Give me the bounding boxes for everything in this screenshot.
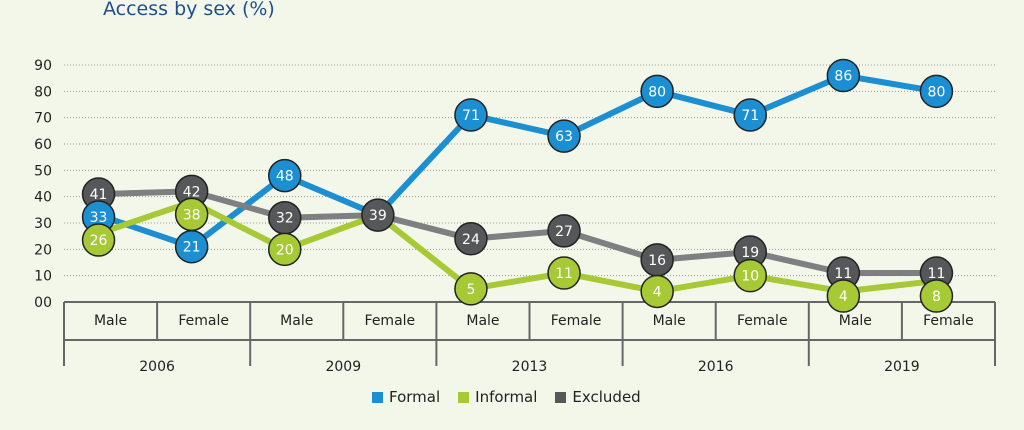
data-label: 4 — [653, 284, 662, 300]
data-point-excluded — [547, 214, 581, 248]
data-label: 80 — [648, 84, 666, 100]
data-label: 10 — [741, 269, 759, 285]
data-point-formal — [268, 158, 302, 193]
data-point-informal — [454, 272, 488, 306]
legend-item-excluded: Excluded — [555, 388, 641, 406]
data-point-informal — [268, 232, 302, 267]
legend-swatch — [555, 391, 567, 403]
data-label: 11 — [555, 266, 573, 282]
data-label: 27 — [555, 224, 573, 240]
data-label: 33 — [90, 210, 108, 226]
data-point-formal — [547, 119, 581, 153]
data-label: 86 — [834, 69, 852, 85]
y-tick-label: 90 — [34, 58, 52, 74]
data-label: 5 — [466, 282, 475, 298]
data-point-formal — [919, 74, 954, 109]
x-category-label: Female — [365, 313, 416, 329]
legend-swatch — [458, 391, 470, 403]
data-label: 4 — [839, 289, 848, 305]
x-year-label: 2019 — [884, 359, 920, 375]
x-category-label: Male — [94, 313, 127, 329]
data-point-informal — [547, 256, 581, 290]
x-year-label: 2016 — [698, 359, 734, 375]
data-label: 11 — [834, 266, 852, 282]
series-line-excluded — [98, 188, 937, 277]
data-label: 11 — [928, 266, 946, 282]
x-year-label: 2006 — [139, 359, 175, 375]
y-tick-label: 70 — [34, 111, 52, 127]
data-point-informal — [826, 279, 861, 313]
y-tick-label: 50 — [34, 163, 52, 179]
data-label: 20 — [276, 242, 294, 258]
chart-title: Access by sex (%) — [103, 0, 275, 20]
y-tick-label: 80 — [34, 84, 52, 100]
data-label: 48 — [276, 169, 294, 185]
y-tick-label: 00 — [34, 295, 52, 311]
data-label: 71 — [741, 108, 759, 124]
y-tick-label: 20 — [34, 242, 52, 258]
data-point-informal — [81, 223, 116, 257]
data-label: 19 — [741, 245, 759, 261]
data-label: 38 — [183, 207, 201, 223]
y-tick-label: 10 — [34, 269, 52, 285]
x-year-label: 2009 — [325, 359, 361, 375]
y-tick-label: 30 — [34, 216, 52, 232]
series-line-formal — [97, 72, 937, 250]
x-category-label: Female — [551, 313, 602, 329]
x-category-label: Male — [839, 313, 872, 329]
data-point-informal — [733, 258, 767, 293]
x-category-label: Female — [923, 313, 974, 329]
data-label: 16 — [648, 253, 666, 269]
data-label: 41 — [90, 187, 108, 203]
data-label: 71 — [462, 108, 480, 124]
x-category-label: Male — [653, 313, 686, 329]
y-tick-label: 60 — [34, 137, 52, 153]
data-point-formal — [733, 98, 767, 132]
data-label: 8 — [932, 289, 941, 305]
data-point-formal — [174, 229, 209, 264]
data-label: 32 — [276, 211, 294, 227]
data-point-formal — [454, 98, 488, 132]
legend-item-formal: Formal — [372, 388, 440, 406]
x-category-label: Male — [466, 313, 499, 329]
data-point-formal — [826, 58, 861, 93]
legend-label: Excluded — [572, 388, 641, 406]
data-label: 26 — [90, 233, 108, 249]
legend: Formal Informal Excluded — [372, 388, 641, 406]
data-point-excluded — [361, 198, 395, 232]
legend-item-informal: Informal — [458, 388, 537, 406]
legend-label: Informal — [475, 388, 538, 406]
data-label: 39 — [369, 208, 387, 224]
legend-swatch — [372, 391, 383, 403]
legend-label: Formal — [389, 388, 441, 406]
data-point-excluded — [454, 222, 488, 256]
data-label: 24 — [462, 232, 480, 248]
x-category-label: Male — [280, 313, 313, 329]
x-category-label: Female — [178, 313, 229, 329]
data-point-formal — [640, 74, 674, 109]
x-category-label: Female — [737, 313, 788, 329]
y-tick-label: 40 — [34, 190, 52, 206]
data-point-informal — [640, 274, 674, 309]
data-point-informal — [919, 279, 954, 313]
data-label: 42 — [183, 184, 201, 200]
data-label: 80 — [928, 84, 946, 100]
data-label: 21 — [183, 240, 201, 256]
data-label: 63 — [555, 129, 573, 145]
series-line-informal — [97, 198, 937, 295]
x-year-label: 2013 — [512, 359, 548, 375]
